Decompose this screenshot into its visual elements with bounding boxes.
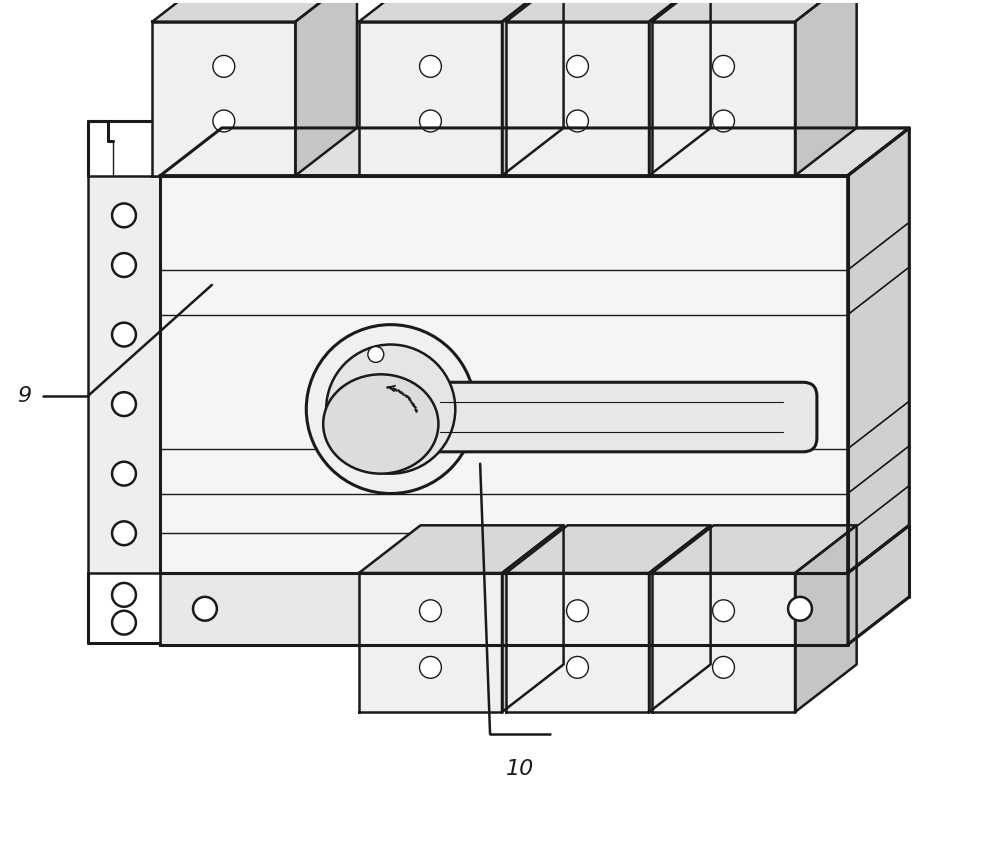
Circle shape [112, 583, 136, 607]
Polygon shape [359, 22, 502, 176]
Polygon shape [502, 0, 564, 176]
Circle shape [567, 600, 588, 622]
Polygon shape [652, 0, 857, 22]
Circle shape [213, 56, 235, 78]
Circle shape [112, 522, 136, 545]
Circle shape [112, 203, 136, 227]
Circle shape [420, 600, 441, 622]
Polygon shape [649, 0, 711, 176]
Text: 9: 9 [17, 387, 31, 406]
Polygon shape [848, 525, 909, 645]
Circle shape [567, 657, 588, 679]
Polygon shape [506, 22, 649, 176]
Circle shape [112, 322, 136, 347]
Circle shape [306, 325, 475, 494]
Polygon shape [160, 573, 848, 645]
Circle shape [112, 253, 136, 277]
Polygon shape [502, 525, 564, 712]
Circle shape [788, 597, 812, 620]
Circle shape [713, 657, 734, 679]
Circle shape [213, 110, 235, 132]
Circle shape [368, 347, 384, 362]
Polygon shape [506, 573, 649, 712]
Polygon shape [848, 128, 909, 573]
Polygon shape [359, 0, 564, 22]
Polygon shape [359, 573, 502, 712]
Circle shape [326, 344, 455, 473]
Circle shape [713, 56, 734, 78]
Circle shape [420, 56, 441, 78]
Polygon shape [88, 176, 160, 573]
Circle shape [567, 56, 588, 78]
Circle shape [420, 110, 441, 132]
Polygon shape [152, 0, 357, 22]
Polygon shape [160, 128, 909, 176]
Polygon shape [295, 0, 357, 176]
Circle shape [713, 600, 734, 622]
Polygon shape [649, 525, 711, 712]
Text: 10: 10 [506, 759, 534, 779]
Ellipse shape [323, 375, 438, 473]
Circle shape [420, 657, 441, 679]
Circle shape [193, 597, 217, 620]
Polygon shape [652, 525, 857, 573]
Polygon shape [652, 22, 795, 176]
Circle shape [567, 110, 588, 132]
Circle shape [112, 611, 136, 635]
Polygon shape [795, 525, 857, 712]
Circle shape [112, 462, 136, 485]
Polygon shape [506, 525, 711, 573]
FancyBboxPatch shape [412, 382, 817, 452]
Polygon shape [795, 0, 857, 176]
Polygon shape [359, 525, 564, 573]
Polygon shape [506, 0, 711, 22]
Circle shape [112, 392, 136, 416]
Circle shape [713, 110, 734, 132]
Polygon shape [652, 573, 795, 712]
Polygon shape [160, 176, 848, 573]
Polygon shape [152, 22, 295, 176]
